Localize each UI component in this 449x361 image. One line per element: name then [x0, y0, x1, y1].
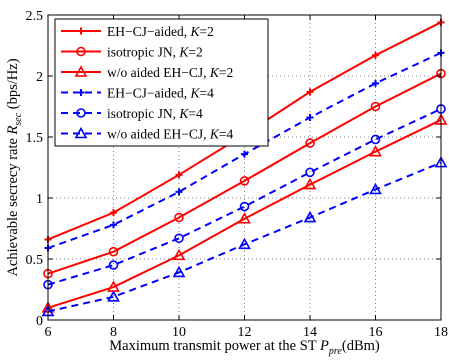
series-line [47, 119, 442, 309]
circle-marker [76, 46, 86, 57]
x-axis-label-unit: (dBm) [342, 338, 380, 354]
triangle-marker [369, 182, 382, 195]
legend-item: isotropic JN, K=2 [61, 45, 203, 60]
plus-marker [77, 89, 85, 96]
y-tick-label: 0.5 [26, 253, 44, 268]
x-axis-label-sub: pre [328, 346, 343, 357]
legend-label: isotropic JN, K=2 [107, 45, 203, 60]
circle-marker [305, 167, 315, 178]
y-axis-label-sub: sec [13, 112, 24, 125]
legend-box [54, 18, 269, 147]
triangle-marker [238, 237, 251, 250]
plus-marker [372, 51, 379, 59]
series-line [47, 72, 442, 275]
circle-marker [239, 201, 250, 212]
circle-marker [239, 176, 250, 186]
legend-item: w/o aided EH−CJ, K=4 [61, 127, 233, 142]
legend-item: w/o aided EH−CJ, K=2 [61, 65, 233, 80]
triangle-marker [172, 248, 186, 261]
y-axis-label-main: Achievable secrecy rate [5, 134, 21, 276]
triangle-marker [303, 210, 317, 223]
x-tick-label: 8 [110, 325, 117, 340]
circle-marker [108, 260, 119, 270]
triangle-marker [172, 265, 186, 278]
legend-item: EH−CJ−aided, K=2 [61, 24, 214, 39]
plus-marker [306, 113, 314, 121]
legend-label: EH−CJ−aided, K=2 [107, 24, 214, 39]
y-tick-label: 2.5 [26, 9, 44, 24]
x-axis-label-var: P [319, 338, 329, 354]
x-tick-label: 14 [303, 325, 317, 340]
y-tick-label: 1 [36, 192, 43, 207]
x-tick-label: 12 [238, 325, 252, 340]
triangle-marker [74, 126, 88, 139]
y-tick-label: 1.5 [26, 131, 44, 146]
legend-item: isotropic JN, K=4 [61, 106, 203, 121]
legend-label: w/o aided EH−CJ, K=4 [107, 127, 233, 142]
circle-marker [174, 212, 184, 223]
legend-label: w/o aided EH−CJ, K=2 [107, 65, 233, 80]
triangle-marker [107, 290, 120, 302]
series-layer [41, 18, 448, 317]
plus-marker [241, 150, 248, 158]
y-axis-label: Achievable secrecy rate Rsec (bps/Hz) [5, 58, 24, 276]
plus-marker [175, 171, 183, 179]
y-tick-label: 2 [36, 70, 43, 85]
triangle-marker [238, 212, 251, 224]
triangle-marker [303, 177, 317, 190]
triangle-marker [369, 144, 382, 157]
x-axis-label-main: Maximum transmit power at the ST [109, 338, 320, 354]
plus-marker [175, 188, 183, 196]
legend-label: EH−CJ−aided, K=4 [107, 86, 214, 101]
x-axis-label: Maximum transmit power at the ST Ppre(dB… [109, 338, 380, 357]
circle-marker [76, 108, 86, 118]
legend-item: EH−CJ−aided, K=4 [61, 86, 214, 101]
x-tick-label: 6 [45, 325, 52, 340]
plus-marker [110, 209, 117, 217]
x-tick-label: 16 [369, 325, 383, 340]
triangle-marker [74, 65, 88, 77]
y-axis-label-var: R [5, 125, 21, 135]
legend-label: isotropic JN, K=4 [107, 106, 203, 121]
circle-marker [108, 246, 119, 257]
legend: EH−CJ−aided, K=2 isotropic JN, K=2 w/o aid… [54, 18, 269, 147]
axis-ticks: 6 8 10 12 14 16 18 0 0.5 1 1.5 2 2.5 [26, 9, 449, 340]
x-tick-label: 10 [172, 325, 186, 340]
series-line [47, 161, 442, 313]
circle-marker [174, 233, 184, 244]
series-3 [41, 113, 448, 313]
circle-marker [370, 134, 381, 145]
plus-marker [77, 27, 85, 35]
plus-marker [110, 221, 117, 229]
y-tick-label: 0 [36, 314, 43, 329]
x-tick-label: 18 [434, 325, 448, 340]
plus-marker [306, 88, 314, 96]
circle-marker [370, 101, 381, 112]
y-axis-label-unit: (bps/Hz) [5, 58, 21, 113]
plus-marker [372, 79, 379, 87]
circle-marker [305, 138, 315, 148]
